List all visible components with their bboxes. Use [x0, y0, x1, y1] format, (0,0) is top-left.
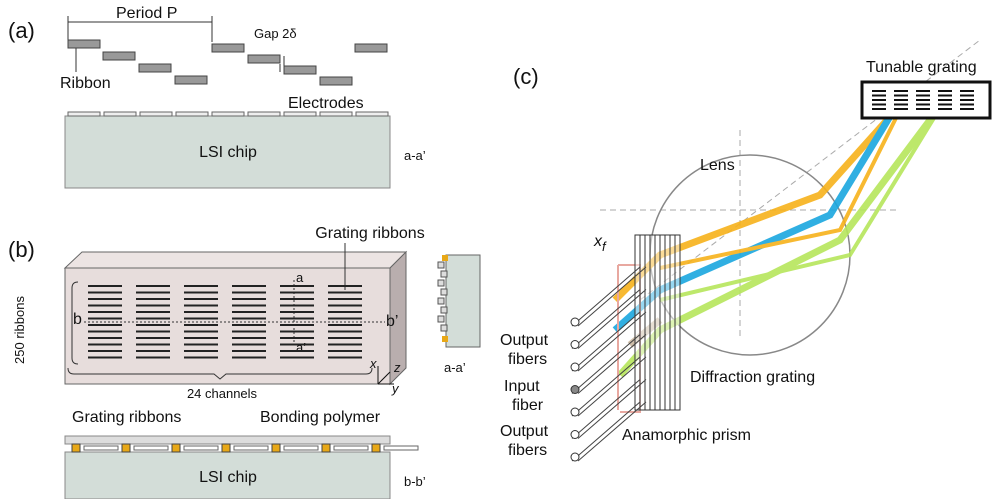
electrode	[334, 446, 368, 450]
section-label: b-b’	[404, 474, 426, 489]
polymer	[322, 444, 330, 452]
side-chip	[446, 255, 480, 347]
electrode	[134, 446, 168, 450]
electrode	[356, 112, 388, 116]
chip-label: LSI chip	[199, 469, 257, 486]
xf-label: xf	[593, 233, 607, 254]
polymer	[222, 444, 230, 452]
ribbon	[212, 44, 244, 52]
axis-label: x	[369, 356, 377, 371]
ribbon-side	[438, 298, 444, 304]
polymer	[122, 444, 130, 452]
ribbon	[320, 77, 352, 85]
figure: (a) Period P Gap 2δ Ribbon Electrodes LS…	[0, 0, 1006, 499]
electrode	[104, 112, 136, 116]
electrode	[320, 112, 352, 116]
ribbon-side	[441, 325, 447, 331]
ribbon	[139, 64, 171, 72]
fiber-end	[571, 386, 579, 394]
panel-a: (a) Period P Gap 2δ Ribbon Electrodes LS…	[8, 5, 426, 188]
chip-label: LSI chip	[199, 144, 257, 161]
polymer	[372, 444, 380, 452]
axis-label: z	[393, 360, 401, 375]
section-label: a-a’	[404, 148, 426, 163]
fiber	[572, 357, 640, 416]
b-label: b	[73, 311, 82, 328]
ribbon	[248, 55, 280, 63]
ribbon-side	[438, 280, 444, 286]
b-label: b’	[386, 313, 398, 330]
ribbon-label: Ribbon	[60, 75, 111, 92]
ribbon	[68, 40, 100, 48]
electrode	[68, 112, 100, 116]
ribbon	[103, 52, 135, 60]
a-label: a’	[296, 340, 306, 355]
fiber-end	[571, 431, 579, 439]
channels-label: 24 channels	[187, 386, 258, 401]
fiber-end	[571, 408, 579, 416]
box-top	[65, 252, 406, 268]
tunable-label: Tunable grating	[866, 59, 977, 76]
electrode	[248, 112, 280, 116]
polymer	[442, 255, 448, 261]
electrode	[184, 446, 218, 450]
fiber-end	[571, 453, 579, 461]
a-label: a	[296, 270, 304, 285]
diffraction-label: Diffraction grating	[690, 369, 815, 386]
polymer	[442, 336, 448, 342]
panel-label: (c)	[513, 64, 539, 89]
polymer	[272, 444, 280, 452]
ribbon	[355, 44, 387, 52]
ribbon-side	[441, 271, 447, 277]
gap-label: Gap 2δ	[254, 26, 297, 41]
electrode	[84, 446, 118, 450]
axis-label: y	[391, 381, 400, 396]
polymer	[72, 444, 80, 452]
period-label: Period P	[116, 5, 177, 22]
section-label: a-a’	[444, 360, 466, 375]
ribbon	[175, 76, 207, 84]
bonding-label: Bonding polymer	[260, 409, 381, 426]
lens-label: Lens	[700, 157, 735, 174]
panel-label: (a)	[8, 18, 35, 43]
ribbon-layer	[65, 436, 390, 444]
ribbons-label: Grating ribbons	[72, 409, 181, 426]
electrode	[176, 112, 208, 116]
ribbon	[284, 66, 316, 74]
ribbons-label: Grating ribbons	[315, 225, 424, 242]
polymer	[172, 444, 180, 452]
electrode	[234, 446, 268, 450]
ribbon-count: 250 ribbons	[12, 296, 27, 364]
ribbon-side	[438, 262, 444, 268]
fiber-end	[571, 363, 579, 371]
electrode	[384, 446, 418, 450]
ribbon-side	[441, 307, 447, 313]
electrode	[212, 112, 244, 116]
panel-b: (b) Grating ribbons 250 ribbons b b’ a a…	[8, 225, 480, 499]
panel-label: (b)	[8, 237, 35, 262]
prism-label: Anamorphic prism	[622, 427, 751, 444]
fiber-end	[571, 341, 579, 349]
fiber-end	[571, 318, 579, 326]
ribbon-side	[438, 316, 444, 322]
electrodes-label: Electrodes	[288, 95, 364, 112]
electrode	[284, 112, 316, 116]
ribbon-side	[441, 289, 447, 295]
electrode	[284, 446, 318, 450]
electrode	[140, 112, 172, 116]
